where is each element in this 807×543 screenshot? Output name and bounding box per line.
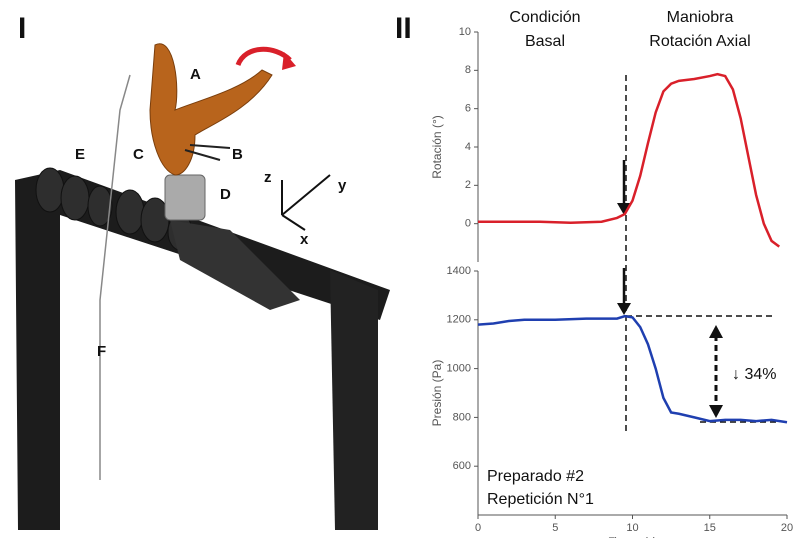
photo-label: C <box>133 146 144 163</box>
panel-label: I <box>18 12 26 45</box>
annotation: Repetición N°1 <box>487 491 594 508</box>
annotation: Maniobra <box>667 9 734 26</box>
x-tick-label: 5 <box>552 522 558 534</box>
x-tick-label: 15 <box>704 522 716 534</box>
data-line <box>477 314 788 424</box>
y-tick-label: 1000 <box>447 363 471 375</box>
annotation: ↓ 34% <box>732 366 776 383</box>
axis-label: y <box>338 177 347 194</box>
y-axis-label: Rotación (°) <box>430 115 444 179</box>
x-tick-label: 0 <box>475 522 481 534</box>
y-axis-label: Presión (Pa) <box>430 360 444 427</box>
y-tick-label: 1400 <box>447 265 471 277</box>
y-tick-label: 0 <box>465 218 471 230</box>
photo <box>15 43 390 530</box>
y-tick-label: 2 <box>465 179 471 191</box>
y-tick-label: 800 <box>453 411 471 423</box>
annotation: Condición <box>509 9 580 26</box>
photo-label: B <box>232 146 243 163</box>
y-tick-label: 600 <box>453 460 471 472</box>
y-tick-label: 8 <box>465 64 471 76</box>
annotation: Basal <box>525 33 565 50</box>
y-tick-label: 10 <box>459 26 471 38</box>
photo-label: F <box>97 343 106 360</box>
annotation: Preparado #2 <box>487 468 584 485</box>
photo-label: D <box>220 186 231 203</box>
annotation: Rotación Axial <box>649 33 750 50</box>
y-tick-label: 4 <box>465 141 471 153</box>
panel-label: II <box>395 12 412 45</box>
x-tick-label: 20 <box>781 522 793 534</box>
y-tick-label: 1200 <box>447 314 471 326</box>
photo-label: A <box>190 66 201 83</box>
y-tick-label: 6 <box>465 103 471 115</box>
axis-label: z <box>264 169 272 186</box>
guides <box>622 75 780 435</box>
axis-label: x <box>300 231 309 248</box>
x-tick-label: 10 <box>626 522 638 534</box>
data-line <box>478 72 781 248</box>
photo-label: E <box>75 146 85 163</box>
